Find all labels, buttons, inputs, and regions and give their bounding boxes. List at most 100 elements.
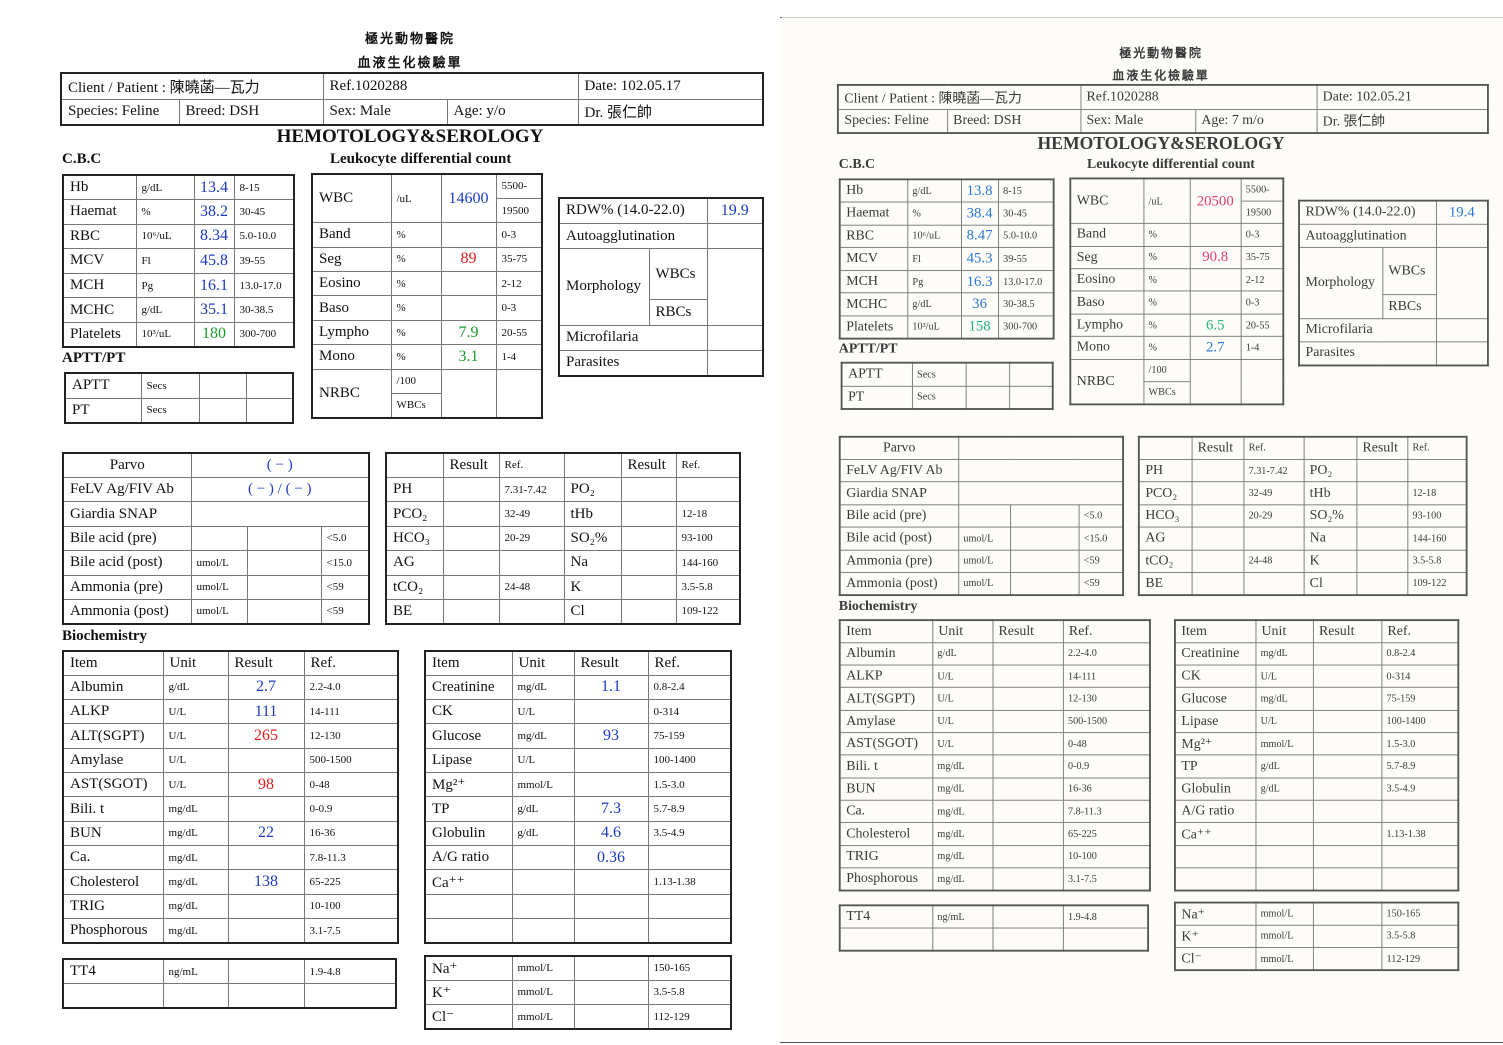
cbc-cell: 39-55 — [997, 247, 1055, 271]
bio2-cell: U/L — [511, 699, 575, 725]
cbc-cell: 39-55 — [233, 248, 295, 274]
bio1-cell: Ca. — [839, 799, 933, 824]
bio1-cell: mg/dL — [162, 845, 229, 871]
bio2-cell: Globulin — [424, 820, 513, 847]
bio2-cell — [1255, 867, 1314, 891]
bio1-cell: Unit — [931, 619, 993, 644]
lytes-cell — [573, 955, 649, 981]
table-row: Haemat% 38.2 30-45 — [62, 199, 295, 225]
header-cell: Client / Patient : 陳曉菡—瓦力 — [60, 72, 324, 100]
cbc-cell: 30-38.5 — [233, 297, 295, 323]
cbc-cell: 8.34 — [193, 223, 235, 250]
bio2-cell — [1312, 799, 1382, 824]
wbc-cell: 1-4 — [1240, 336, 1284, 360]
bio1-cell: 0-0.9 — [303, 796, 399, 822]
wbc-cell: WBC — [1069, 177, 1144, 225]
table-row: AST(SGOT) U/L 98 0-48 — [62, 772, 399, 798]
table-row: Cholesterol mg/dL 65-225 — [839, 822, 1151, 846]
aptt-cell — [965, 385, 1010, 410]
wbc-cell: % — [390, 222, 442, 248]
table-row: PCO₂ 32-49 tHb 12-18 — [385, 501, 741, 527]
bio2-table: Item Unit Result Ref. Creatinine mg/dL 0.8-2.4… — [1174, 619, 1460, 892]
bio1-cell: Result — [992, 619, 1064, 644]
bio1-cell: 265 — [227, 723, 305, 749]
bio2-cell — [511, 845, 575, 871]
bio1-cell: 10-100 — [1062, 844, 1151, 869]
gas-cell — [1355, 458, 1408, 483]
gas-cell: 3.5-5.8 — [675, 574, 741, 601]
bio1-cell: BUN — [62, 820, 164, 847]
gas-cell: Na — [1303, 526, 1357, 551]
gas-cell — [1406, 458, 1468, 483]
table-row: Autoagglutination — [1298, 223, 1489, 249]
sero-cell — [246, 525, 322, 552]
lytes-cell — [1312, 902, 1382, 926]
bio2-cell: Creatinine — [424, 674, 513, 701]
bio2-cell: Globulin — [1174, 777, 1256, 801]
bio2-cell: 75-159 — [1380, 687, 1459, 711]
table-row: Baso% 0-3 — [1069, 290, 1284, 315]
table-row: Ammonia (pre) umol/L <59 — [62, 574, 370, 601]
table-row: Ammonia (post) umol/L <59 — [62, 599, 370, 625]
table-row: WBC/uL 20500 5500- — [1069, 177, 1284, 225]
table-row: tCO₂ 24-48 K 3.5-5.8 — [385, 574, 741, 601]
cbc-heading: C.B.C — [838, 157, 876, 172]
tt4-cell: 1.9-4.8 — [303, 958, 397, 984]
bio1-cell: BUN — [839, 777, 933, 801]
gas-cell — [442, 574, 500, 601]
header-cell: Age: 7 m/o — [1194, 108, 1318, 134]
aptt-cell: PT — [64, 397, 142, 424]
bio2-cell: Item — [1174, 619, 1256, 644]
gas-cell: Result — [1191, 436, 1244, 460]
rdw-cell: RBCs — [1381, 294, 1437, 319]
sero-cell: Bile acid (pre) — [62, 525, 192, 552]
wbc-cell: 2-12 — [1240, 268, 1284, 292]
gas-cell: HCO₃ — [1138, 504, 1193, 528]
table-row: CK U/L 0-314 — [1174, 664, 1459, 689]
table-row: TT4 ng/mL 1.9-4.8 — [62, 958, 397, 984]
table-row: A/G ratio — [1174, 799, 1459, 824]
table-row: PT Secs — [841, 385, 1054, 410]
sero-cell — [246, 550, 322, 576]
bio1-cell: Amylase — [62, 747, 164, 774]
aptt-cell: Secs — [911, 362, 967, 387]
sero-cell: FeLV Ag/FIV Ab — [839, 458, 959, 483]
table-row: ALT(SGPT) U/L 265 12-130 — [62, 723, 399, 749]
wbc-cell: 2-12 — [495, 271, 543, 297]
gas-cell — [1191, 481, 1244, 506]
wbc-cell — [495, 368, 543, 419]
table-row — [1174, 844, 1459, 869]
header-cell: Sex: Male — [1080, 108, 1196, 134]
sero-cell: <59 — [320, 599, 370, 625]
rdw-cell: 19.4 — [1435, 200, 1489, 225]
table-row: ALT(SGPT) U/L 12-130 — [839, 687, 1151, 711]
cbc-cell: Fl — [135, 248, 195, 274]
bio1-cell: Albumin — [62, 674, 164, 701]
bio2-cell: g/dL — [511, 796, 575, 822]
bio1-cell — [992, 822, 1064, 846]
wbc-cell: /uL — [1143, 177, 1191, 225]
rdw-table: RDW% (14.0-22.0) 19.4 Autoagglutination Mor… — [1298, 199, 1489, 367]
bio1-cell: g/dL — [931, 642, 993, 666]
tt4-cell: ng/mL — [162, 958, 229, 984]
table-row: Ammonia (pre) umol/L <59 — [839, 549, 1124, 573]
bio1-cell: Bili. t — [839, 754, 933, 779]
gas-cell — [442, 550, 500, 576]
bio2-cell — [511, 893, 575, 920]
table-row: Hb g/dL 13.8 8-15 — [839, 178, 1055, 203]
lytes-table: Na⁺ mmol/L 150-165 K⁺ mmol/L 3.5-5.8 Cl⁻ mmol/L… — [424, 955, 732, 1030]
table-row: Bile acid (pre) <5.0 — [839, 504, 1124, 528]
wbc-cell: % — [390, 246, 442, 273]
aptt-cell: Secs — [911, 385, 967, 410]
bio1-cell: 12-130 — [1062, 687, 1151, 711]
bio1-cell: 2.2-4.0 — [303, 674, 399, 701]
wbc-cell — [1189, 358, 1242, 405]
cbc-cell: RBC — [62, 223, 137, 250]
sero-cell: umol/L — [190, 550, 248, 576]
bio2-cell: Ca⁺⁺ — [424, 869, 513, 895]
bio1-cell: 3.1-7.5 — [1062, 867, 1151, 891]
tt4-table: TT4 ng/mL 1.9-4.8 — [62, 958, 397, 1009]
sero-cell: umol/L — [957, 526, 1011, 551]
bio1-cell: 10-100 — [303, 893, 399, 920]
cbc-cell: 13.8 — [960, 178, 999, 203]
